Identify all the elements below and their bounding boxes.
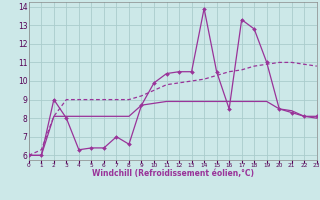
X-axis label: Windchill (Refroidissement éolien,°C): Windchill (Refroidissement éolien,°C) xyxy=(92,169,254,178)
